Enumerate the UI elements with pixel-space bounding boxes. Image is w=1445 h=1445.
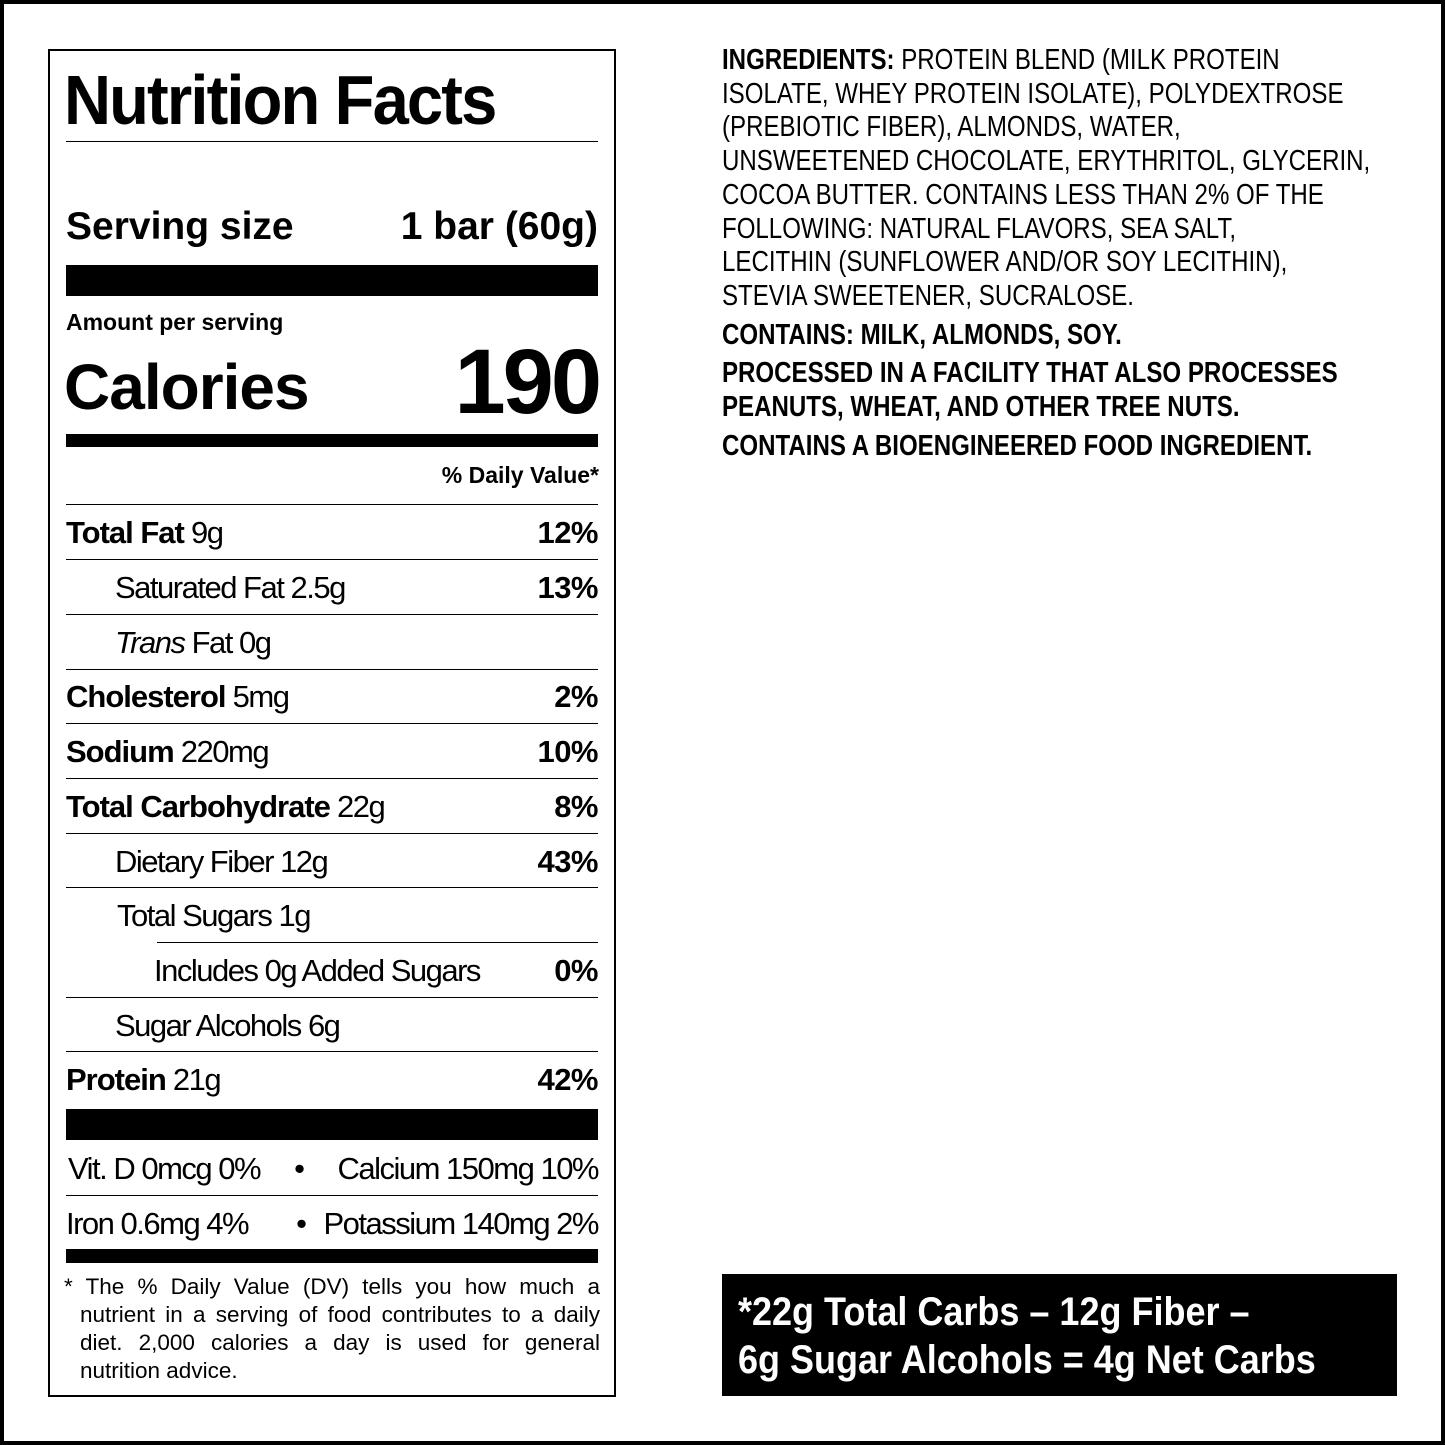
nutrient-amount: 12g: [280, 844, 329, 879]
nutrient-dv: 42%: [537, 1062, 598, 1097]
nutrition-facts-panel: [48, 49, 616, 1397]
daily-value-footnote: * The % Daily Value (DV) tells you how m…: [64, 1274, 600, 1383]
nutrient-row-trans-fat: Trans Fat 0g: [66, 616, 598, 670]
nutrient-dv: 13%: [537, 570, 598, 605]
bullet: •: [296, 1206, 307, 1241]
nutrient-amount: 9g: [191, 515, 224, 550]
mineral-right: Calcium 150mg 10%: [337, 1151, 599, 1186]
nutrient-amount: 22g: [337, 789, 386, 824]
nutrient-dv: 43%: [537, 844, 598, 879]
nutrient-row-dietary-fiber: Dietary Fiber 12g 43%: [66, 835, 598, 889]
bioengineered-statement: CONTAINS A BIOENGINEERED FOOD INGREDIENT…: [722, 429, 1313, 462]
nutrient-amount: 6g: [307, 1008, 341, 1043]
nutrient-name: Cholesterol: [66, 679, 227, 714]
nutrient-name: Protein: [66, 1062, 167, 1097]
ingredients-block: INGREDIENTS: PROTEIN BLEND (MILK PROTEIN…: [722, 44, 1370, 463]
divider: [66, 997, 598, 998]
divider: [157, 942, 598, 943]
serving-size: Serving size 1 bar (60g): [66, 205, 598, 249]
nutrient-row-protein: Protein 21g 42%: [66, 1053, 598, 1107]
divider: [66, 669, 598, 670]
ingredients-label: INGREDIENTS:: [722, 44, 895, 76]
divider: [66, 833, 598, 834]
nutrient-name: Dietary Fiber: [115, 844, 274, 879]
nutrient-dv: 10%: [537, 734, 598, 769]
mineral-row: Iron 0.6mg 4% • Potassium 140mg 2%: [66, 1197, 599, 1251]
nutrient-amount: 21g: [172, 1062, 222, 1097]
ingredients-line: ISOLATE, WHEY PROTEIN ISOLATE), POLYDEXT…: [722, 77, 1344, 110]
nutrient-amount: 5mg: [232, 679, 290, 714]
mineral-right: Potassium 140mg 2%: [323, 1206, 599, 1241]
serving-size-label: Serving size: [66, 205, 294, 248]
mineral-left: Iron 0.6mg 4%: [66, 1206, 250, 1241]
thick-divider: [66, 1249, 598, 1263]
nutrient-amount: 0g: [239, 625, 272, 660]
nutrient-row-sugar-alcohols: Sugar Alcohols 6g: [66, 999, 598, 1053]
nutrient-dv: 12%: [537, 515, 598, 550]
calories-value: 190: [454, 331, 602, 433]
nutrition-facts-title: Nutrition Facts: [64, 61, 497, 139]
net-carbs-line: 6g Sugar Alcohols = 4g Net Carbs: [738, 1338, 1316, 1382]
ingredients-line: (PREBIOTIC FIBER), ALMONDS, WATER,: [722, 111, 1181, 144]
nutrient-row-saturated-fat: Saturated Fat 2.5g 13%: [66, 561, 598, 615]
divider: [66, 614, 598, 615]
divider: [66, 141, 598, 142]
divider: [66, 1195, 598, 1196]
nutrient-row-total-fat: Total Fat 9g 12%: [66, 506, 598, 560]
ingredients-line: COCOA BUTTER. CONTAINS LESS THAN 2% OF T…: [722, 178, 1324, 211]
bullet: •: [294, 1151, 305, 1186]
ingredients-line: UNSWEETENED CHOCOLATE, ERYTHRITOL, GLYCE…: [722, 145, 1371, 178]
net-carbs-line: *22g Total Carbs – 12g Fiber –: [738, 1290, 1250, 1334]
divider: [66, 559, 598, 560]
divider: [66, 1051, 598, 1052]
nutrient-row-total-carbohydrate: Total Carbohydrate 22g 8%: [66, 780, 598, 834]
nutrient-row-sodium: Sodium 220mg 10%: [66, 725, 598, 779]
allergen-contains: CONTAINS: MILK, ALMONDS, SOY.: [722, 318, 1122, 351]
nutrient-name: Total Sugars: [117, 898, 273, 933]
nutrient-name: Sodium: [66, 734, 175, 769]
nutrient-name: Total Carbohydrate: [66, 789, 331, 824]
nutrient-dv: 8%: [554, 789, 598, 824]
nutrient-amount: 220mg: [180, 734, 270, 769]
divider: [66, 504, 598, 505]
mineral-left: Vit. D 0mcg 0%: [68, 1151, 262, 1186]
thick-divider: [66, 265, 598, 296]
mineral-row: Vit. D 0mcg 0% • Calcium 150mg 10%: [66, 1142, 599, 1196]
nutrient-name: Includes 0g Added Sugars: [154, 953, 481, 988]
divider: [66, 723, 598, 724]
nutrient-name: Saturated Fat: [115, 570, 285, 605]
nutrient-dv: 2%: [554, 679, 598, 714]
nutrient-dv: 0%: [554, 953, 598, 988]
ingredients-line: PROTEIN BLEND (MILK PROTEIN: [901, 44, 1280, 76]
nutrient-name: Trans: [115, 625, 186, 660]
facility-warning-line: PEANUTS, WHEAT, AND OTHER TREE NUTS.: [722, 391, 1240, 424]
net-carbs-box: *22g Total Carbs – 12g Fiber – 6g Sugar …: [722, 1274, 1397, 1396]
serving-size-value: 1 bar (60g): [400, 205, 598, 248]
thick-divider: [66, 434, 598, 447]
nutrient-row-added-sugars: Includes 0g Added Sugars 0%: [66, 944, 598, 998]
divider: [66, 778, 598, 779]
facility-warning-line: PROCESSED IN A FACILITY THAT ALSO PROCES…: [722, 357, 1338, 390]
nutrient-amount: 2.5g: [290, 570, 346, 605]
nutrient-row-total-sugars: Total Sugars 1g: [66, 889, 598, 943]
nutrient-row-cholesterol: Cholesterol 5mg 2%: [66, 670, 598, 724]
ingredients-line: STEVIA SWEETENER, SUCRALOSE.: [722, 279, 1134, 312]
thick-divider: [66, 1109, 598, 1140]
ingredients-line: LECITHIN (SUNFLOWER AND/OR SOY LECITHIN)…: [722, 246, 1288, 279]
divider: [66, 887, 598, 888]
nutrient-amount: 1g: [278, 898, 311, 933]
nutrient-name-rest: Fat: [191, 625, 234, 660]
nutrient-name: Total Fat: [66, 515, 185, 550]
calories-label: Calories: [64, 351, 310, 423]
daily-value-header: % Daily Value*: [441, 462, 599, 488]
ingredients-line: FOLLOWING: NATURAL FLAVORS, SEA SALT,: [722, 212, 1237, 245]
amount-per-serving: Amount per serving: [66, 309, 284, 335]
nutrient-name: Sugar Alcohols: [115, 1008, 302, 1043]
